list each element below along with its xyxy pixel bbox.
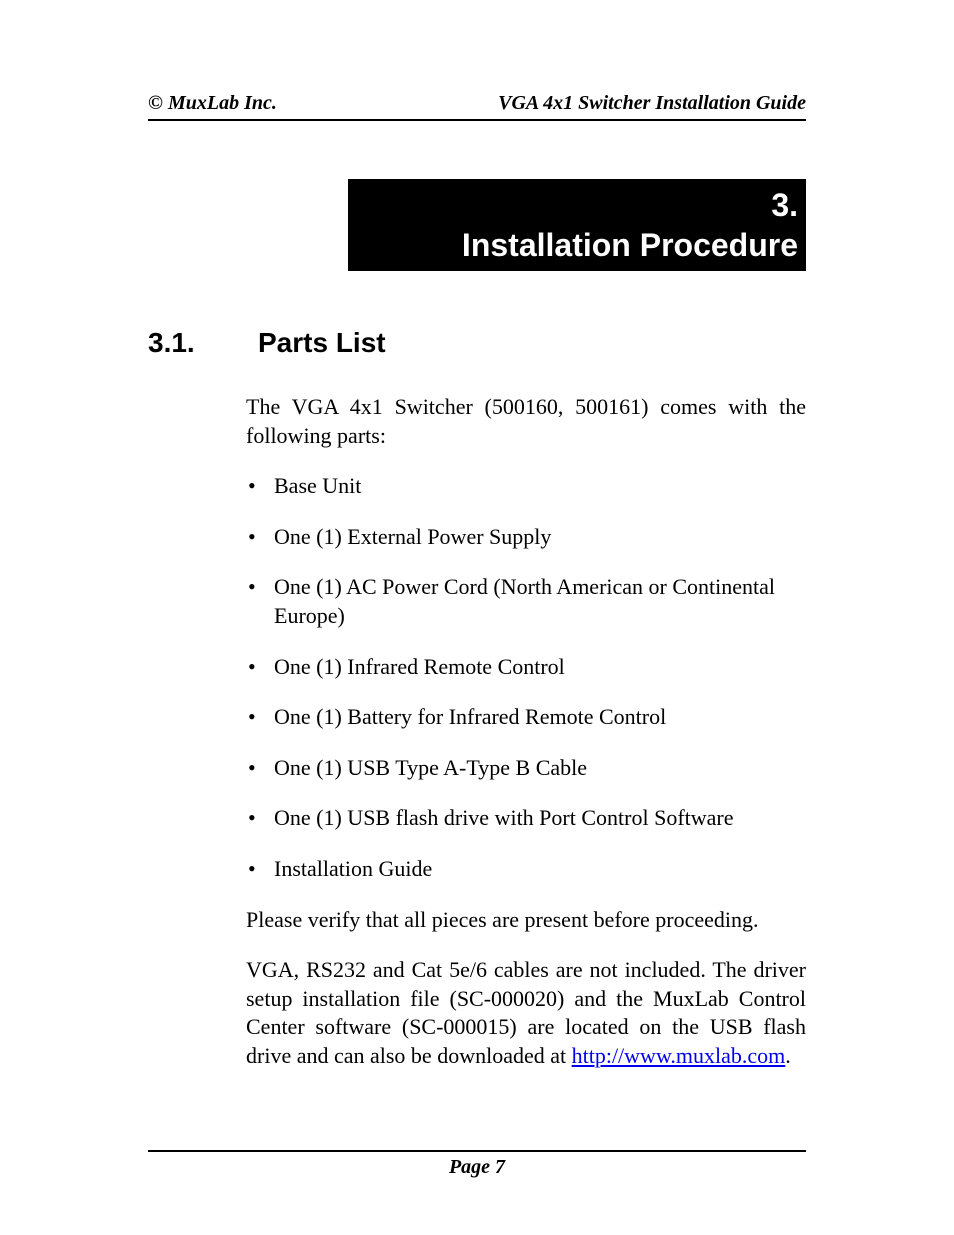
chapter-title: Installation Procedure [364,225,798,265]
list-item: Base Unit [246,472,806,501]
note-text-after: . [785,1043,791,1068]
list-item: One (1) Battery for Infrared Remote Cont… [246,703,806,732]
section-number: 3.1. [148,327,258,359]
section-title: Parts List [258,327,386,359]
document-page: © MuxLab Inc. VGA 4x1 Switcher Installat… [0,0,954,1153]
footer-rule [148,1150,806,1152]
list-item: One (1) AC Power Cord (North American or… [246,573,806,630]
verify-paragraph: Please verify that all pieces are presen… [246,906,806,935]
list-item: One (1) Infrared Remote Control [246,653,806,682]
parts-list: Base Unit One (1) External Power Supply … [246,472,806,883]
intro-paragraph: The VGA 4x1 Switcher (500160, 500161) co… [246,393,806,450]
header-right: VGA 4x1 Switcher Installation Guide [498,92,806,115]
chapter-banner: 3. Installation Procedure [348,179,806,271]
chapter-number: 3. [364,185,798,225]
list-item: Installation Guide [246,855,806,884]
section-heading: 3.1. Parts List [148,327,806,359]
header-left: © MuxLab Inc. [148,92,277,115]
note-paragraph: VGA, RS232 and Cat 5e/6 cables are not i… [246,956,806,1070]
page-footer: Page 7 [148,1150,806,1179]
list-item: One (1) USB Type A-Type B Cable [246,754,806,783]
muxlab-link[interactable]: http://www.muxlab.com [572,1043,786,1068]
body-content: The VGA 4x1 Switcher (500160, 500161) co… [246,393,806,1071]
list-item: One (1) External Power Supply [246,523,806,552]
page-number: Page 7 [148,1156,806,1179]
list-item: One (1) USB flash drive with Port Contro… [246,804,806,833]
page-header: © MuxLab Inc. VGA 4x1 Switcher Installat… [148,92,806,121]
